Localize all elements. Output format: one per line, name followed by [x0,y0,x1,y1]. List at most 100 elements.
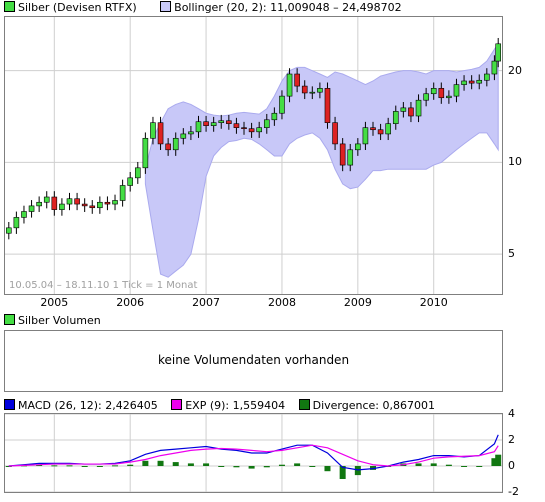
candle-body [226,120,232,124]
legend-item-bollinger: Bollinger (20, 2): 11,009048 – 24,498702 [160,1,402,14]
legend-macd-label: MACD (26, 12): 2,426405 [18,399,158,412]
date-range-note: 10.05.04 – 18.11.10 1 Tick = 1 Monat [9,280,198,291]
candle-body [210,122,217,126]
legend-divergence-label: Divergence: 0,867001 [312,399,435,412]
candle-body [248,128,255,133]
candle-body [461,80,467,85]
candle-body [495,43,502,62]
candle-body [256,127,262,133]
candle-body [339,143,346,166]
volume-legend-label: Silber Volumen [18,314,101,327]
candle-body [263,119,270,128]
x-tick-label: 2009 [343,296,372,309]
candle-body [81,203,88,207]
divergence-bar [187,463,194,466]
candle-body [453,84,460,97]
candle-body [195,121,202,133]
divergence-bar [36,464,43,466]
candle-body [28,205,35,212]
divergence-bar [278,464,285,466]
legend-silber-label: Silber (Devisen RTFX) [18,1,137,14]
candle-body [59,203,65,210]
candle-body [362,127,369,145]
candle-body [13,217,20,229]
x-tick-label: 2007 [192,296,221,309]
price-legend: Silber (Devisen RTFX) Bollinger (20, 2):… [4,1,422,15]
candle-body [476,79,483,84]
candle-body [157,122,164,145]
divergence-bar [66,465,73,467]
volume-legend: Silber Volumen [4,314,101,328]
legend-exp-label: EXP (9): 1,559404 [185,399,286,412]
candle-body [309,91,316,94]
divergence-bar [157,460,164,466]
candle-body [468,80,475,84]
no-volume-message: keine Volumendaten vorhanden [157,353,350,367]
macd-swatch [4,399,15,410]
divergence-bar [218,466,225,467]
divergence-bar [248,466,255,469]
legend-item-silber: Silber (Devisen RTFX) [4,1,140,14]
x-tick-label: 2006 [116,296,145,309]
divergence-bar [491,458,498,466]
candle-body [385,123,391,135]
price-y-tick-label: 5 [508,247,515,261]
divergence-bar [461,466,468,467]
candle-body [408,107,414,117]
legend-item-macd: MACD (26, 12): 2,426405 [4,399,161,412]
divergence-bar [294,463,301,466]
macd-y-tick-label: -2 [508,485,519,498]
candle-body [127,177,133,186]
macd-chart [5,414,502,492]
candle-body [51,196,58,210]
candle-body [218,120,225,123]
candle-body [119,185,126,201]
candle-body [36,201,42,207]
price-panel: 10.05.04 – 18.11.10 1 Tick = 1 Monat [4,16,503,295]
macd-legend: MACD (26, 12): 2,426405 EXP (9): 1,55940… [4,399,455,413]
volume-swatch [4,314,15,325]
candle-body [150,122,156,139]
volume-panel: keine Volumendaten vorhanden [4,330,503,392]
candle-body [347,149,354,166]
divergence-bar [142,460,149,466]
x-tick-label: 2008 [267,296,296,309]
divergence-bar [112,465,119,467]
candle-body [134,167,141,179]
price-y-tick-label: 10 [508,155,522,169]
exp-swatch [171,399,183,410]
candle-body [446,95,452,99]
divergence-bar [203,463,210,466]
legend-item-divergence: Divergence: 0,867001 [298,399,435,412]
divergence-bar [324,466,331,472]
divergence-swatch [298,399,310,410]
divergence-bar [172,462,179,466]
exp-line [8,444,499,467]
candle-body [188,131,194,135]
divergence-bar [51,465,58,467]
candle-body [271,112,278,121]
candle-body [165,143,171,151]
candle-body [5,227,12,234]
price-chart [5,17,502,294]
divergence-bar [415,463,422,466]
divergence-bar [430,463,437,466]
candle-body [294,73,300,87]
candle-body [370,127,376,131]
candle-body [203,121,209,126]
divergence-bar [127,464,134,466]
divergence-bar [370,466,377,470]
divergence-bar [263,466,270,468]
bollinger-band [144,42,499,278]
candle-body [241,127,247,130]
candle-body [279,95,285,114]
candle-body [286,73,293,97]
candle-body [301,85,308,94]
silber-swatch [4,1,15,12]
candle-body [180,133,187,139]
candle-body [233,123,240,128]
candle-body [142,137,149,169]
candle-body [324,88,331,123]
candle-body [97,201,103,209]
price-y-tick-label: 20 [508,63,522,77]
